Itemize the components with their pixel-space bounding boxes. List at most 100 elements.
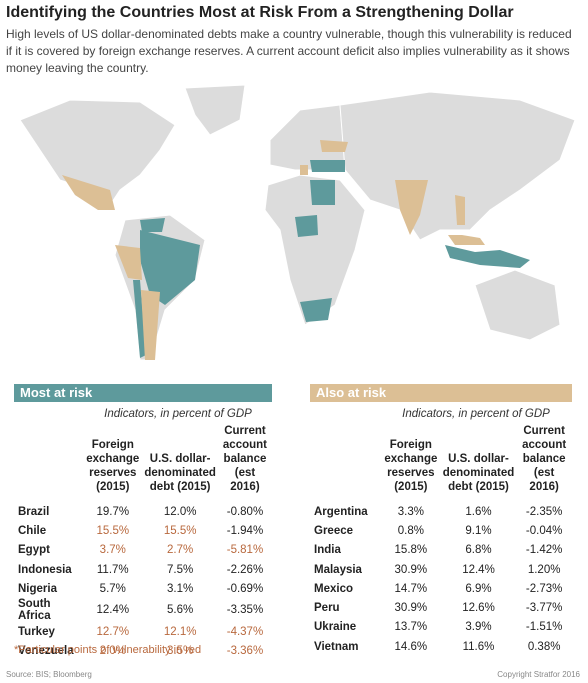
country: Indonesia <box>18 563 72 576</box>
cell: -5.81% <box>226 544 264 557</box>
source: Source: BIS; Bloomberg <box>6 670 92 679</box>
north-america <box>19 99 176 206</box>
world-map <box>19 84 576 361</box>
table-title: Also at risk <box>310 384 572 402</box>
cell: 3.5% <box>167 645 194 658</box>
cell: -3.35% <box>226 604 264 617</box>
vietnam <box>455 195 465 225</box>
country: Malaysia <box>314 563 362 576</box>
greece <box>300 165 308 175</box>
row: Chile 15.5% 15.5% -1.94% <box>14 521 272 540</box>
column-header: U.S. dollar-denominated debt (2015) <box>144 453 216 493</box>
cell: 0.38% <box>527 640 561 653</box>
header-row: Foreign exchange reserves (2015) U.S. dol… <box>14 424 272 502</box>
column-header: Foreign exchange reserves (2015) <box>384 439 438 493</box>
cell: 0.8% <box>397 524 424 537</box>
cell: 12.4% <box>96 604 130 617</box>
row: Peru 30.9% 12.6% -3.77% <box>310 598 572 617</box>
cell: 14.7% <box>394 582 428 595</box>
cell: -1.42% <box>525 544 563 557</box>
most-at-risk-countries <box>133 160 530 358</box>
country: Argentina <box>314 505 368 518</box>
australia <box>474 269 561 341</box>
cell: 12.1% <box>163 626 197 639</box>
column-header: Current account balance (est 2016) <box>522 425 567 493</box>
turkey <box>310 160 345 172</box>
country: Peru <box>314 602 340 615</box>
corner <box>14 424 83 502</box>
mexico <box>62 175 115 210</box>
country: Chile <box>18 524 47 537</box>
table-panel: Most at risk Indicators, in percent of GD… <box>14 384 272 661</box>
greenland <box>184 84 246 136</box>
cell: 9.1% <box>465 524 492 537</box>
also-at-risk-countries <box>62 140 485 360</box>
data-table: Foreign exchange reserves (2015) U.S. dol… <box>310 424 572 656</box>
cell: 3.7% <box>99 544 126 557</box>
country: Venezuela <box>18 645 74 658</box>
data-table: Foreign exchange reserves (2015) U.S. dol… <box>14 424 272 661</box>
cell: -3.36% <box>226 645 264 658</box>
corner <box>310 424 381 502</box>
cell: -0.04% <box>525 524 563 537</box>
cell: 3.1% <box>167 582 194 595</box>
row: Egypt 3.7% 2.7% -5.81% <box>14 541 272 560</box>
chile <box>133 280 146 358</box>
cell: 1.20% <box>527 563 561 576</box>
cell: -0.69% <box>226 582 264 595</box>
cell: -1.94% <box>226 524 264 537</box>
india <box>395 180 428 235</box>
country: Turkey <box>18 626 55 639</box>
cell: -2.26% <box>226 563 264 576</box>
argentina <box>141 290 160 360</box>
country: Brazil <box>18 505 50 518</box>
cell: 3.9% <box>465 621 492 634</box>
cell: -4.37% <box>226 626 264 639</box>
column-header: Current account balance (est 2016) <box>222 425 267 493</box>
row: Nigeria 5.7% 3.1% -0.69% <box>14 579 272 598</box>
cell: 15.5% <box>96 524 130 537</box>
copyright: Copyright Stratfor 2016 <box>497 670 580 679</box>
row: Malaysia 30.9% 12.4% 1.20% <box>310 560 572 579</box>
cell: 12.6% <box>462 602 495 615</box>
cell: -2.35% <box>525 505 563 518</box>
cell: 12.4% <box>462 563 495 576</box>
peru <box>115 245 142 280</box>
table-panel: Also at risk Indicators, in percent of GD… <box>310 384 572 656</box>
row: Mexico 14.7% 6.9% -2.73% <box>310 579 572 598</box>
venezuela <box>140 218 165 232</box>
row: Brazil 19.7% 12.0% -0.80% <box>14 502 272 521</box>
asia <box>339 91 576 241</box>
country: Nigeria <box>18 582 57 595</box>
country: India <box>314 544 341 557</box>
nigeria <box>295 215 318 237</box>
footnote: *Particular points of vulnerability in r… <box>14 644 202 656</box>
column-header: Foreign exchange reserves (2015) <box>86 439 140 493</box>
column-header: U.S. dollar-denominated debt (2015) <box>442 453 515 493</box>
cell: -2.73% <box>525 582 563 595</box>
cell: -3.77% <box>525 602 563 615</box>
cell: 11.7% <box>96 563 129 576</box>
country: Greece <box>314 524 354 537</box>
cell: 7.5% <box>167 563 194 576</box>
row: South Africa 12.4% 5.6% -3.35% <box>14 598 272 622</box>
cell: 5.7% <box>99 582 126 595</box>
cell: 1.6% <box>465 505 492 518</box>
country: Egypt <box>18 544 50 557</box>
cell: 12.0% <box>163 505 197 518</box>
subtitle: High levels of US dollar-denominated deb… <box>6 27 572 75</box>
title: Identifying the Countries Most at Risk F… <box>6 4 514 21</box>
brazil <box>140 230 200 305</box>
row: Turkey 12.7% 12.1% -4.37% <box>14 622 272 641</box>
table-title: Most at risk <box>14 384 272 402</box>
egypt <box>310 180 335 205</box>
cell: 2.0% <box>99 645 126 658</box>
cell: 15.8% <box>394 544 428 557</box>
cell: 11.6% <box>462 640 495 653</box>
row: India 15.8% 6.8% -1.42% <box>310 541 572 560</box>
cell: 5.6% <box>167 604 194 617</box>
cell: -0.80% <box>226 505 264 518</box>
row: Venezuela 2.0% 3.5% -3.36% <box>14 642 272 661</box>
malaysia <box>448 235 485 245</box>
